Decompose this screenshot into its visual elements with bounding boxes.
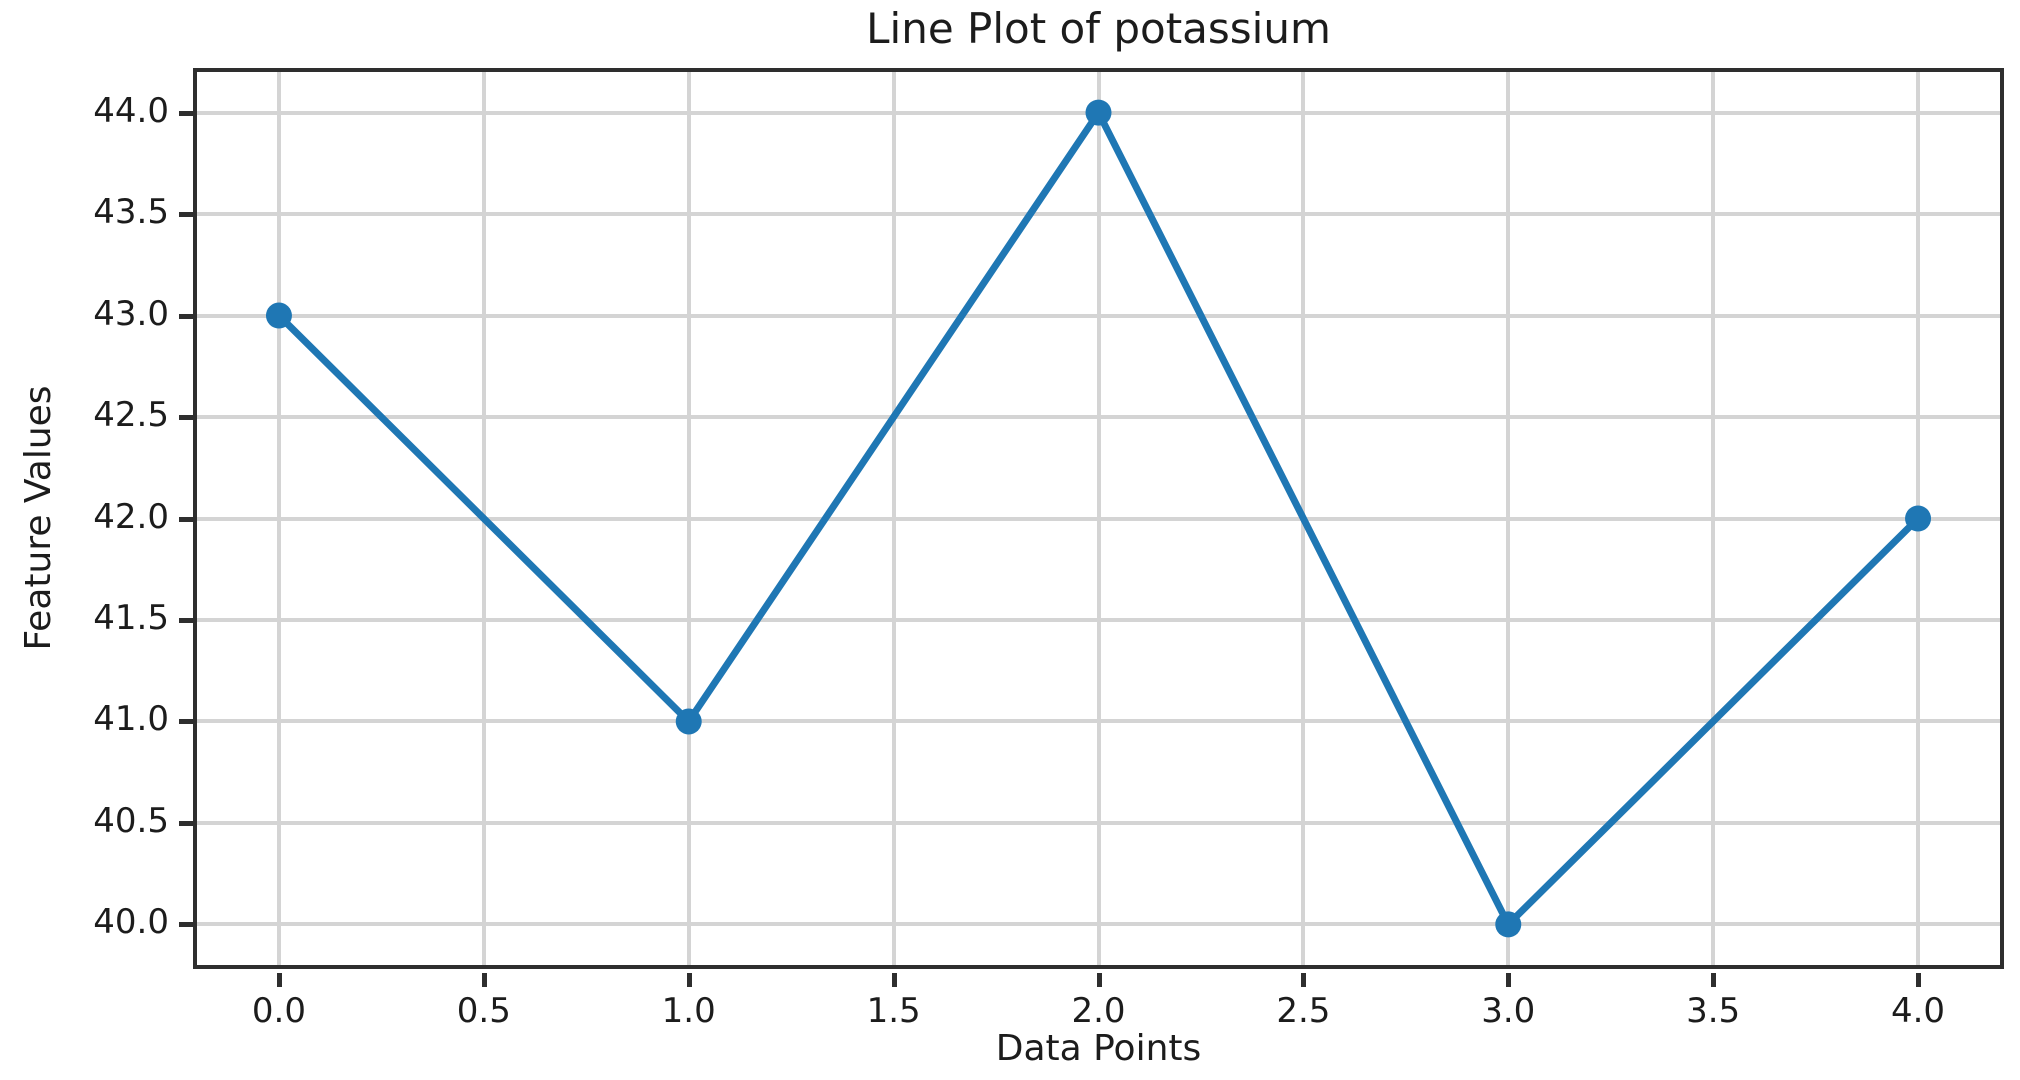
y-tick-label: 42.0 [93, 496, 169, 537]
y-tick-mark [179, 110, 193, 116]
gridline-horizontal [197, 212, 2000, 217]
x-tick-mark [891, 973, 897, 987]
x-tick-mark [1301, 973, 1307, 987]
y-tick-mark [179, 415, 193, 421]
y-tick-mark [179, 212, 193, 218]
y-tick-mark [179, 617, 193, 623]
data-point-marker [265, 302, 292, 329]
x-tick-mark [1506, 973, 1512, 987]
gridline-horizontal [197, 617, 2000, 622]
x-tick-label: 2.0 [1071, 991, 1126, 1031]
y-tick-label: 43.5 [93, 192, 169, 233]
y-tick-label: 44.0 [93, 90, 169, 131]
plot-area [193, 68, 2004, 969]
gridline-horizontal [197, 415, 2000, 420]
y-tick-mark [179, 313, 193, 319]
x-axis-label: Data Points [995, 1028, 1202, 1069]
x-tick-mark [276, 973, 282, 987]
data-point-marker [1085, 99, 1112, 126]
y-tick-mark [179, 820, 193, 826]
x-tick-label: 2.5 [1276, 991, 1331, 1031]
x-tick-label: 3.0 [1481, 991, 1536, 1031]
y-tick-label: 43.0 [93, 293, 169, 334]
x-tick-label: 0.5 [456, 991, 511, 1031]
y-tick-label: 42.5 [93, 395, 169, 436]
x-tick-label: 1.5 [866, 991, 921, 1031]
gridline-horizontal [197, 313, 2000, 318]
x-tick-mark [481, 973, 487, 987]
y-tick-mark [179, 922, 193, 928]
gridline-horizontal [197, 516, 2000, 521]
y-tick-label: 40.0 [93, 902, 169, 943]
y-tick-label: 40.5 [93, 800, 169, 841]
data-point-marker [675, 708, 702, 735]
y-tick-mark [179, 719, 193, 725]
gridline-horizontal [197, 922, 2000, 927]
y-tick-mark [179, 516, 193, 522]
line-series-potassium [265, 99, 1932, 938]
x-tick-label: 4.0 [1890, 991, 1946, 1031]
x-tick-label: 0.0 [251, 991, 306, 1031]
data-point-marker [1495, 911, 1522, 938]
chart-title: Line Plot of potassium [866, 4, 1331, 53]
y-tick-label: 41.5 [93, 597, 169, 638]
y-tick-label: 41.0 [93, 699, 169, 740]
gridline-horizontal [197, 820, 2000, 825]
x-tick-label: 1.0 [661, 991, 716, 1031]
gridline-horizontal [197, 719, 2000, 724]
x-tick-mark [686, 973, 692, 987]
x-tick-mark [1916, 973, 1922, 987]
data-point-marker [1905, 505, 1932, 532]
x-tick-mark [1711, 973, 1717, 987]
x-tick-mark [1096, 973, 1102, 987]
x-tick-label: 3.5 [1686, 991, 1741, 1031]
series-line [275, 109, 1922, 928]
